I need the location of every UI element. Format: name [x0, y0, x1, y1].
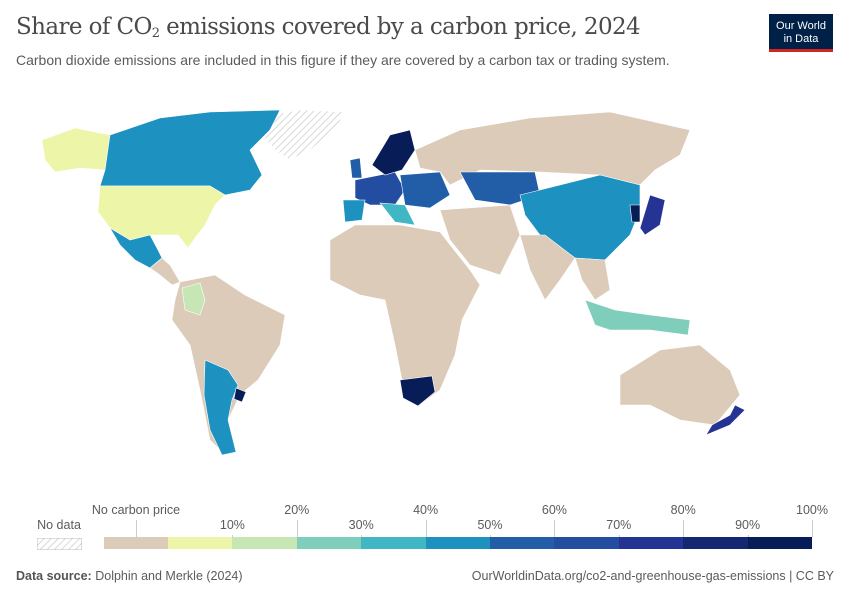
legend-label: 80%: [670, 503, 696, 517]
legend-swatch-no-carbon-price: [104, 537, 168, 549]
new-zealand[interactable]: [705, 404, 746, 436]
uruguay[interactable]: [233, 387, 247, 403]
alaska[interactable]: [41, 127, 111, 173]
iberia[interactable]: [342, 199, 366, 223]
legend-swatch: [747, 537, 813, 549]
south-africa[interactable]: [399, 375, 436, 407]
legend-label: 70%: [606, 518, 632, 532]
legend-swatch: [618, 537, 684, 549]
legend-tick: [232, 535, 234, 537]
south-asia[interactable]: [519, 234, 576, 301]
italy-balkans[interactable]: [379, 202, 416, 226]
legend-swatch: [361, 537, 427, 549]
canada[interactable]: [99, 109, 281, 196]
colombia[interactable]: [181, 282, 206, 316]
legend-label: 40%: [413, 503, 439, 517]
legend-tick: [812, 520, 813, 537]
chart-title: Share of CO2 emissions covered by a carb…: [16, 14, 641, 41]
legend-swatch: [490, 537, 555, 549]
legend-label: 60%: [541, 503, 567, 517]
legend-tick: [136, 520, 137, 537]
africa[interactable]: [329, 224, 481, 406]
legend-swatch: [683, 537, 749, 549]
australia[interactable]: [619, 344, 741, 426]
legend-swatch: [232, 537, 298, 549]
middle-east[interactable]: [439, 204, 521, 276]
legend-swatch: [296, 537, 362, 549]
scandinavia[interactable]: [371, 129, 416, 176]
legend-tick: [554, 520, 556, 537]
legend-label: 100%: [796, 503, 828, 517]
legend-tick: [425, 520, 427, 537]
europe-east[interactable]: [399, 171, 451, 209]
legend-label: 50%: [477, 518, 503, 532]
legend-label: 10%: [219, 518, 245, 532]
southeast-asia[interactable]: [574, 257, 611, 301]
uk[interactable]: [349, 157, 363, 179]
japan[interactable]: [639, 194, 666, 236]
data-source: Data source: Dolphin and Merkle (2024): [16, 569, 243, 583]
legend-label: 90%: [735, 518, 761, 532]
legend-label: 20%: [284, 503, 310, 517]
owid-logo[interactable]: Our World in Data: [769, 14, 833, 52]
legend-no-data-label: No data: [37, 518, 81, 532]
argentina-chile[interactable]: [203, 359, 239, 456]
indonesia[interactable]: [584, 299, 691, 336]
source-url[interactable]: OurWorldinData.org/co2-and-greenhouse-ga…: [471, 569, 834, 583]
chart-subtitle: Carbon dioxide emissions are included in…: [16, 52, 670, 68]
greenland[interactable]: [254, 109, 346, 161]
legend-swatch: [554, 537, 620, 549]
russia[interactable]: [414, 111, 691, 186]
legend-label: 30%: [348, 518, 374, 532]
legend-tick: [296, 520, 298, 537]
world-map: [41, 109, 746, 456]
legend-tick: [683, 520, 685, 537]
legend-tick: [490, 535, 491, 537]
legend-tick: [747, 535, 749, 537]
legend-tick: [361, 535, 363, 537]
legend-tick: [618, 535, 620, 537]
legend-swatch: [168, 537, 233, 549]
legend-no-data-swatch: [36, 537, 83, 551]
legend-swatch: [425, 537, 491, 549]
korea[interactable]: [629, 204, 641, 223]
legend-no-carbon-price-label: No carbon price: [91, 503, 181, 517]
